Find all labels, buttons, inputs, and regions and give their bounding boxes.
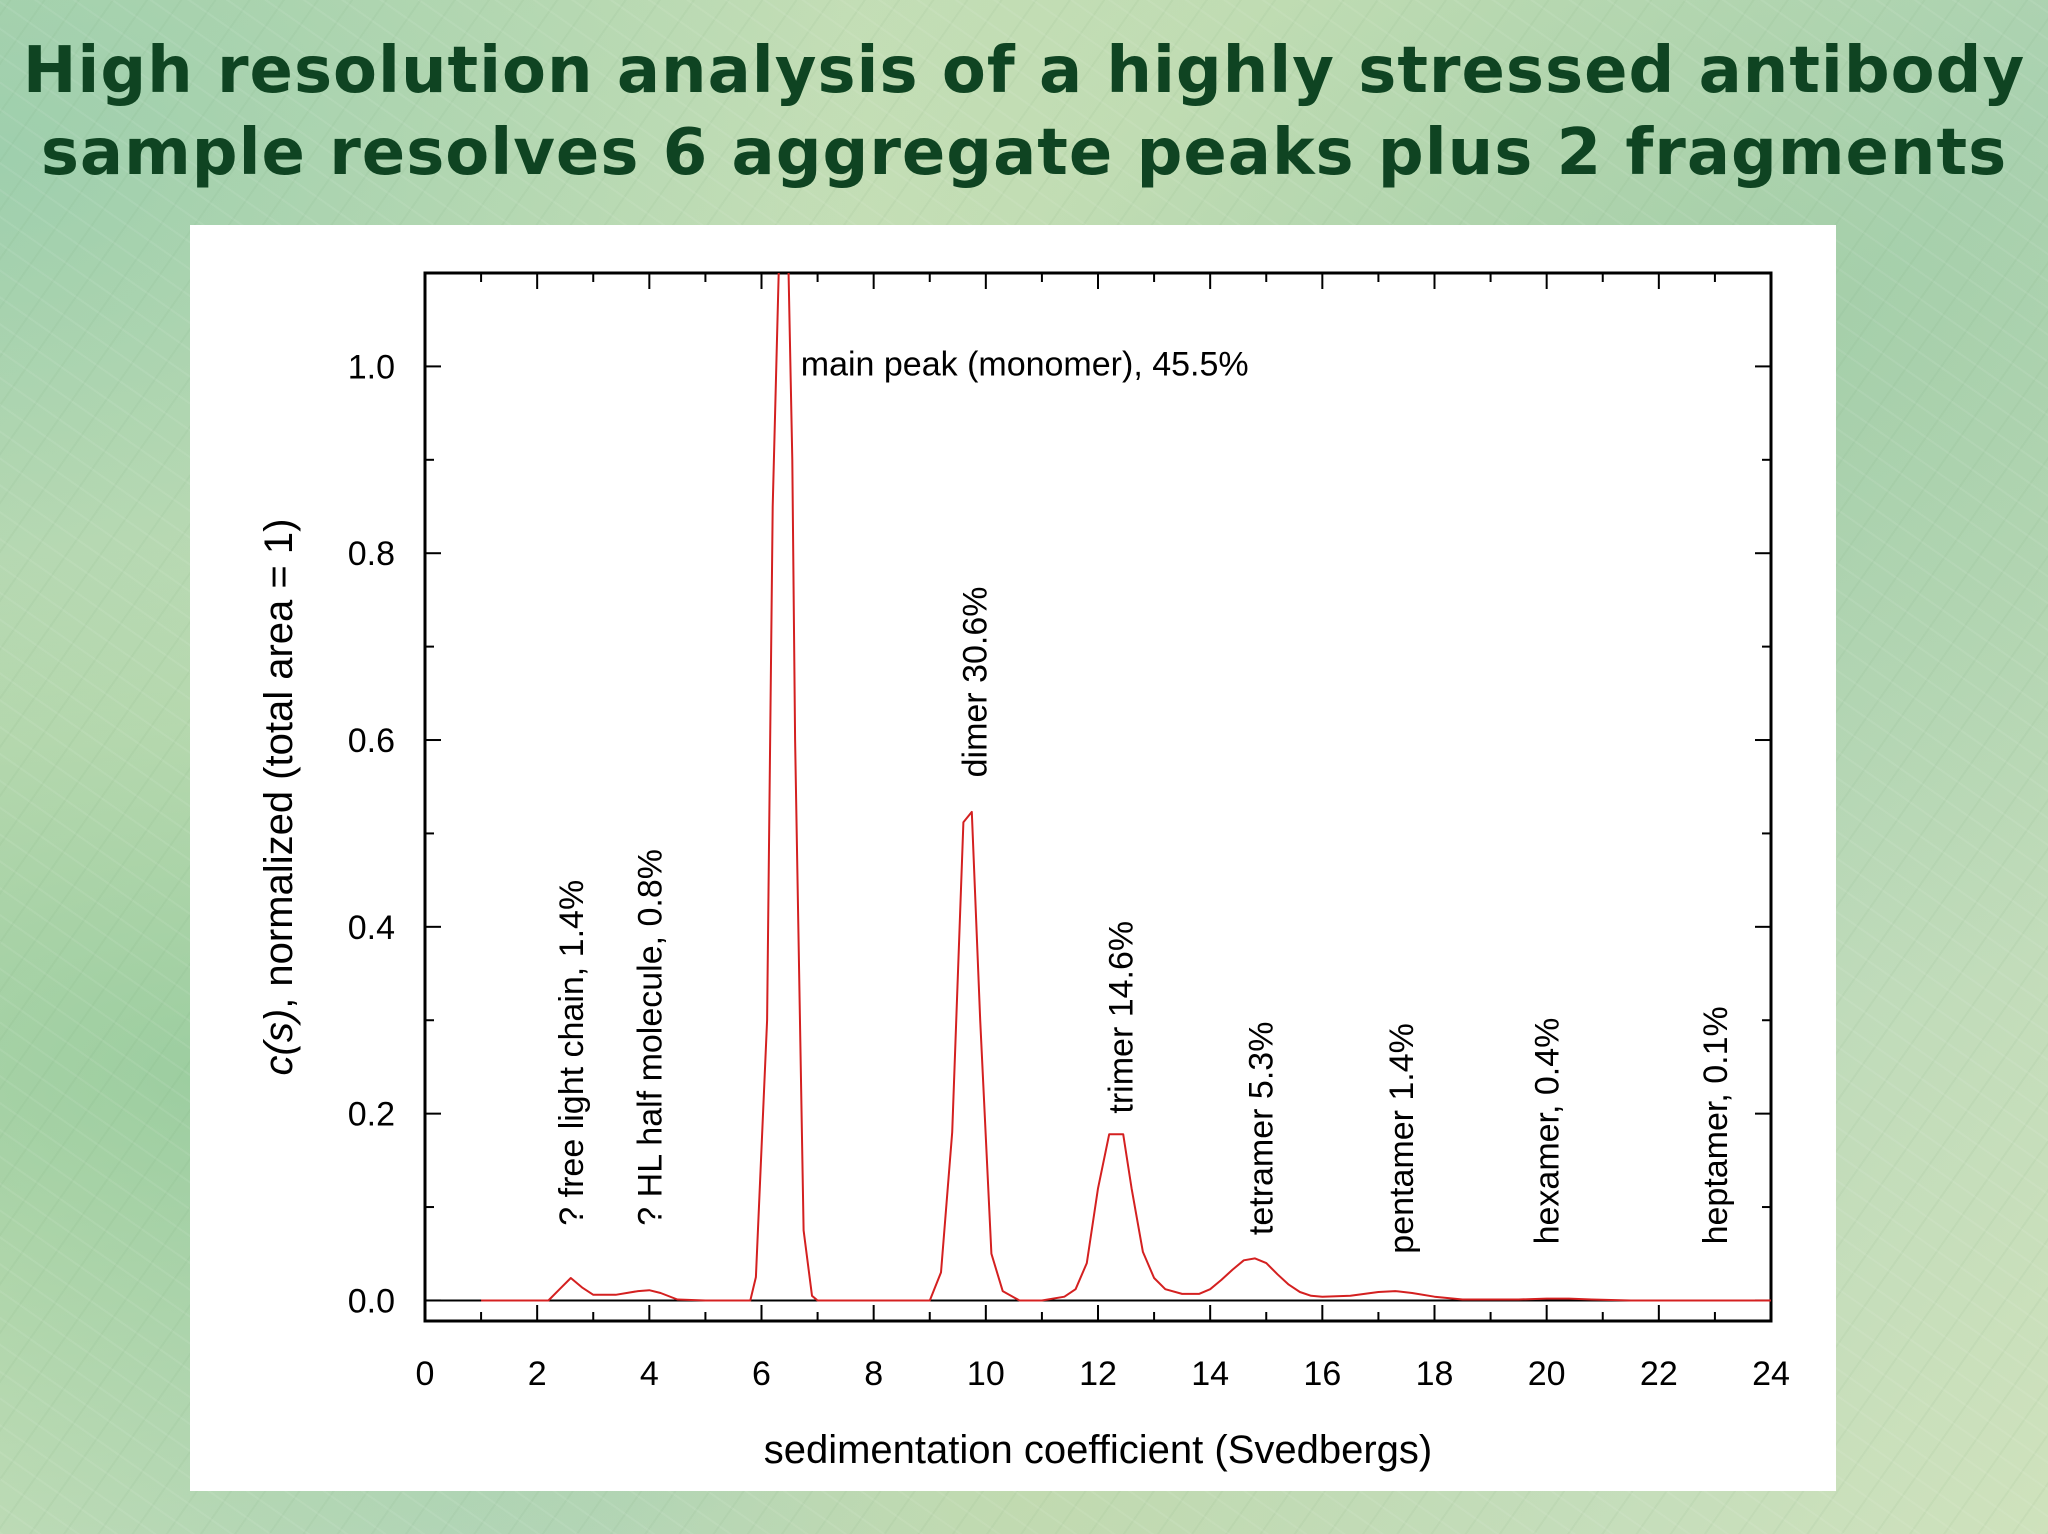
y-tick-label: 0.4 — [348, 909, 395, 947]
x-tick-label: 4 — [640, 1355, 659, 1393]
x-tick-label: 8 — [864, 1355, 883, 1393]
sedimentation-chart: 0 2 4 6 8 10 12 14 16 18 20 22 24 0.00.20.40.60.81.0… — [257, 271, 1790, 1472]
x-tick-label: 16 — [1303, 1355, 1341, 1393]
plot-frame — [423, 271, 1773, 1323]
y-axis-label-rest: , normalized (total area = 1) — [257, 519, 301, 1009]
axis-ticks — [424, 272, 1772, 1321]
peak-annotation: ? HL half molecule, 0.8% — [631, 849, 669, 1226]
x-tick-labels: 0 2 4 6 8 10 12 14 16 18 20 22 24 — [416, 1355, 1790, 1393]
x-tick-label: 6 — [752, 1355, 771, 1393]
y-tick-label: 0.2 — [348, 1096, 395, 1134]
x-tick-label: 2 — [528, 1355, 547, 1393]
y-axis-label-italic: c(s) — [257, 1009, 301, 1076]
y-tick-label: 0.6 — [348, 722, 395, 760]
x-tick-label: 20 — [1528, 1355, 1566, 1393]
y-tick-labels: 0.0 0.2 0.4 0.6 0.8 1.0 — [348, 348, 395, 1320]
peak-annotation: ? free light chain, 1.4% — [553, 880, 591, 1226]
y-tick-label: 0.0 — [348, 1282, 395, 1320]
x-tick-label: 12 — [1079, 1355, 1117, 1393]
peak-annotation: pentamer 1.4% — [1383, 1023, 1421, 1254]
x-tick-label: 0 — [416, 1355, 435, 1393]
peak-annotation: heptamer, 0.1% — [1697, 1006, 1735, 1244]
slide-title-line-2: sample resolves 6 aggregate peaks plus 2… — [40, 116, 2008, 190]
y-tick-label: 0.8 — [348, 535, 395, 573]
peak-annotation: tetramer 5.3% — [1243, 1022, 1281, 1236]
slide-title: High resolution analysis of a highly str… — [0, 30, 2048, 194]
chart-panel: 0 2 4 6 8 10 12 14 16 18 20 22 24 0.0 0.2 0.4 0.6 0.8 1.0… — [190, 225, 1836, 1491]
x-tick-label: 22 — [1640, 1355, 1678, 1393]
series-line-cs — [481, 273, 1771, 1302]
peak-annotation: main peak (monomer), 45.5% — [801, 346, 1249, 384]
x-tick-label: 24 — [1752, 1355, 1790, 1393]
peak-annotation: hexamer, 0.4% — [1529, 1018, 1567, 1245]
peak-annotations: main peak (monomer), 45.5% ? free light c… — [553, 346, 1735, 1254]
x-tick-label: 18 — [1416, 1355, 1454, 1393]
x-tick-label: 14 — [1191, 1355, 1229, 1393]
y-axis-label: c(s), normalized (total area = 1) — [257, 519, 301, 1076]
peak-annotation: dimer 30.6% — [957, 587, 995, 778]
y-tick-label: 1.0 — [348, 348, 395, 386]
x-tick-label: 10 — [967, 1355, 1005, 1393]
slide-title-line-1: High resolution analysis of a highly str… — [22, 34, 2026, 108]
x-axis-label: sedimentation coefficient (Svedbergs) — [764, 1428, 1433, 1472]
peak-annotation: trimer 14.6% — [1102, 921, 1140, 1114]
